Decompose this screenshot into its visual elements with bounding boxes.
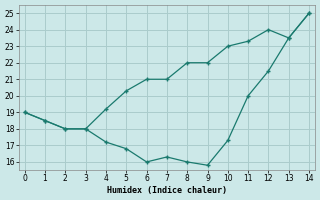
X-axis label: Humidex (Indice chaleur): Humidex (Indice chaleur) (107, 186, 227, 195)
